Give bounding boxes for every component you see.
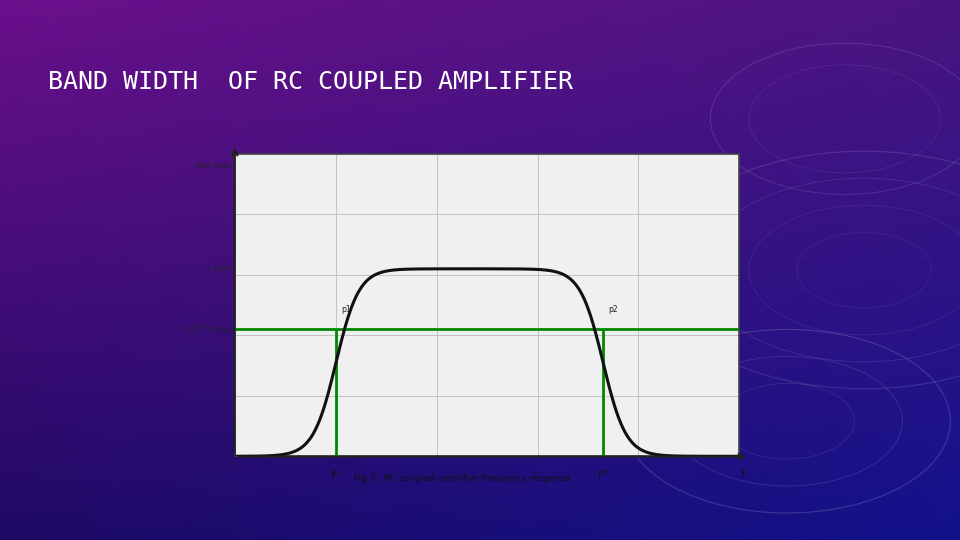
Text: Fig 3   RC coupled amplifier frequency response: Fig 3 RC coupled amplifier frequency res… [353,474,570,483]
Text: p1: p1 [341,305,350,314]
Text: v max: v max [206,264,230,273]
Text: BAND WIDTH  OF RC COUPLED AMPLIFIER: BAND WIDTH OF RC COUPLED AMPLIFIER [48,70,573,94]
Text: 0.707 V max: 0.707 V max [181,325,230,334]
Text: Fᴸ: Fᴸ [331,470,341,480]
Text: p2: p2 [609,305,618,314]
Text: Fʰ: Fʰ [598,470,609,480]
Text: Vout max: Vout max [194,161,230,171]
Text: F: F [741,470,748,480]
